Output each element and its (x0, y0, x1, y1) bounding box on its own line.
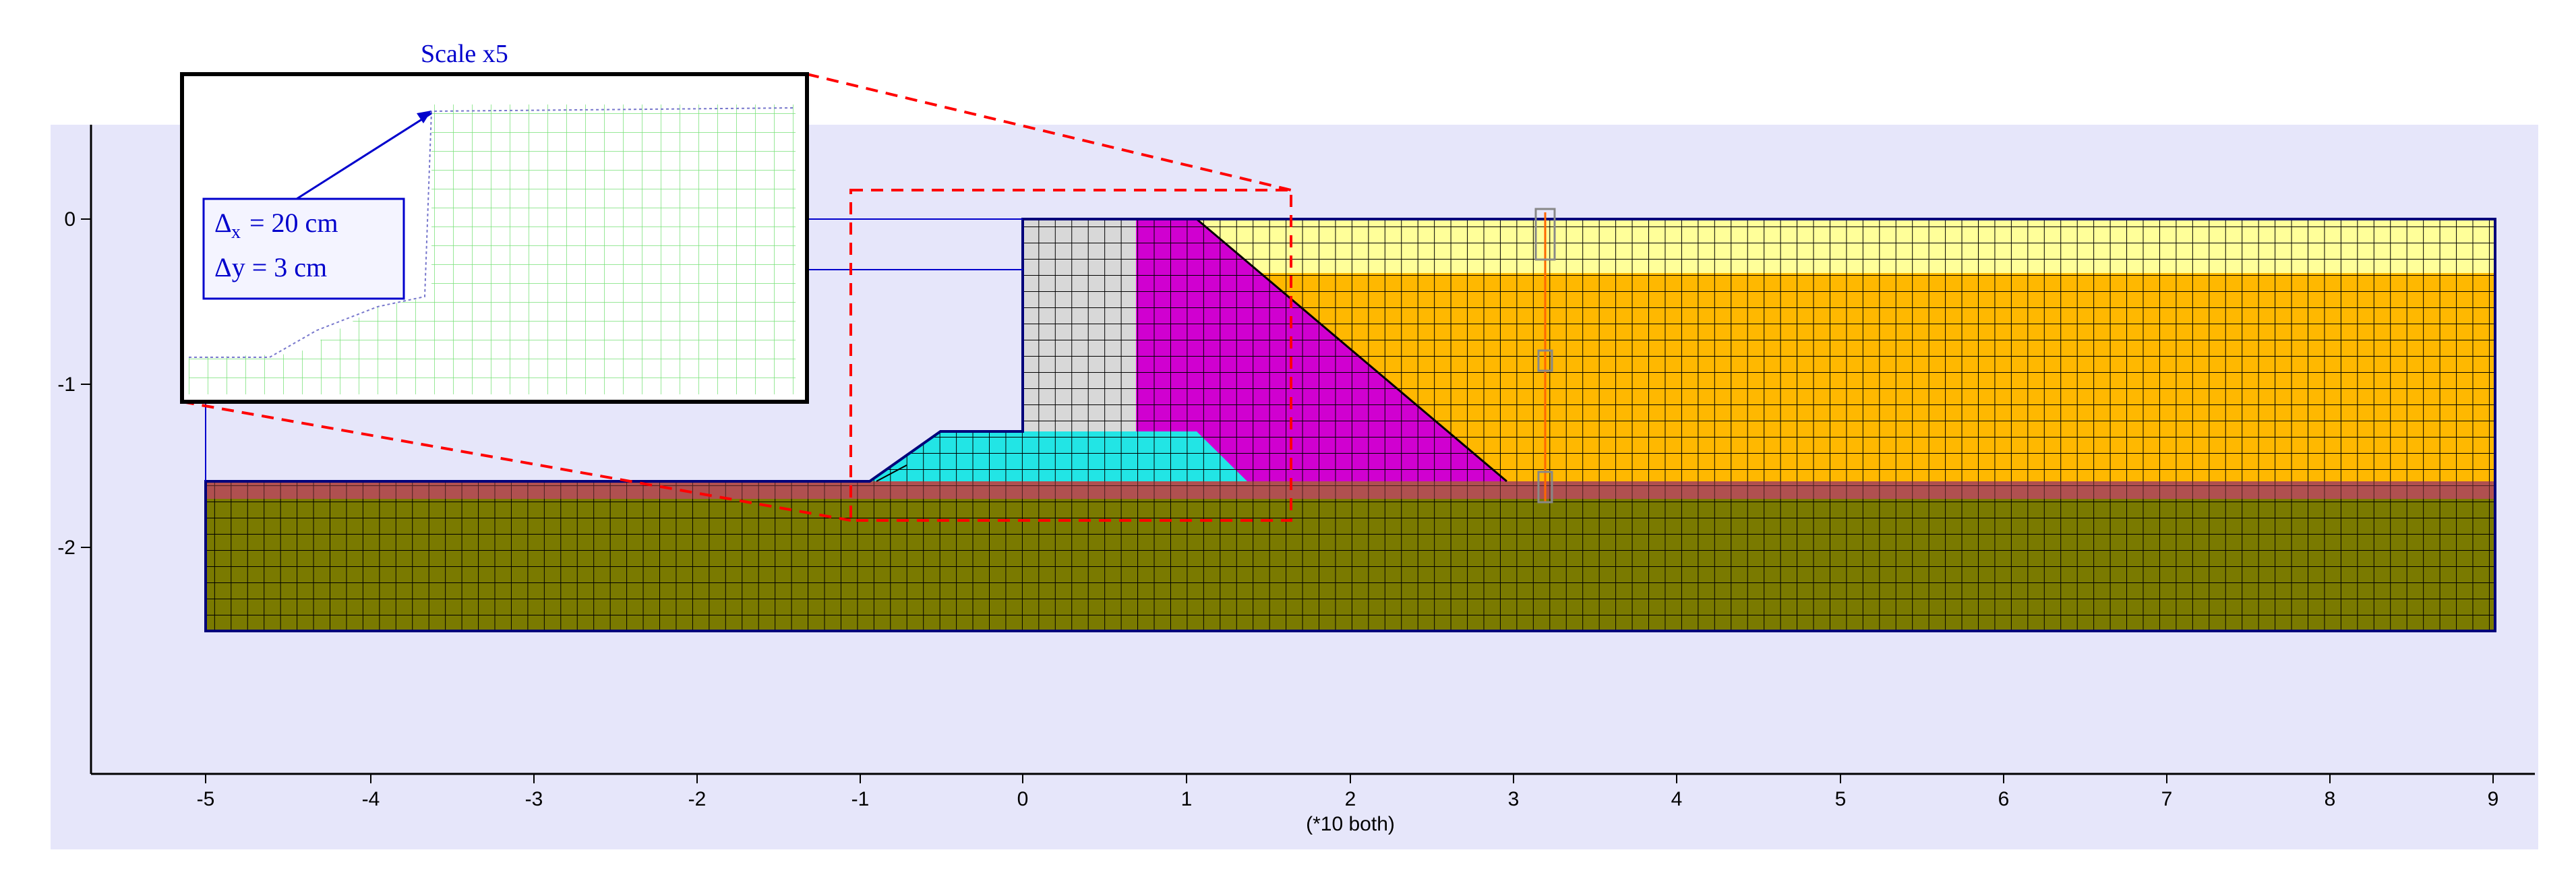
inset-displacement-box (202, 198, 405, 300)
x-axis-unit-note: (*10 both) (1306, 813, 1395, 835)
berm-front-slope (876, 464, 907, 482)
y-axis-ticks (81, 218, 91, 548)
x-tick-label: 9 (2488, 788, 2499, 810)
inset-delta-x-symbol: Δ (214, 208, 232, 238)
instrument-gauge-bottom (1537, 471, 1553, 504)
inset-delta-y-line: Δy = 3 cm (214, 252, 327, 282)
inset-fine-mesh-lower (189, 297, 431, 394)
x-tick-label: 6 (1998, 788, 2010, 810)
wedge-boundary (1196, 218, 1507, 483)
inset-deformed-surface (189, 107, 796, 358)
zoom-connector-bottom (181, 400, 851, 522)
foundation-mesh (206, 499, 2495, 631)
instrument-gauge-top (1534, 208, 1556, 261)
x-tick-label: 1 (1181, 788, 1193, 810)
toe-berm-mesh (870, 431, 1247, 481)
inset-arrowhead (417, 111, 431, 123)
y-tick-label: 0 (64, 208, 76, 231)
x-tick-label: 0 (1017, 788, 1029, 810)
instrument-gauge-mid (1537, 349, 1553, 372)
inset-delta-x-value: = 20 cm (243, 208, 338, 238)
x-tick-label: -4 (362, 788, 380, 810)
x-tick-label: 7 (2161, 788, 2173, 810)
wedge-mesh (1136, 219, 1507, 481)
thin-layer-mesh (206, 481, 2495, 499)
x-axis-ticks (205, 774, 2494, 783)
x-tick-label: 2 (1345, 788, 1356, 810)
x-tick-label: 4 (1671, 788, 1683, 810)
x-tick-label: -5 (197, 788, 215, 810)
zoom-region-box (849, 189, 1292, 522)
x-tick-label: -1 (851, 788, 870, 810)
x-tick-label: 8 (2325, 788, 2336, 810)
x-tick-label: 3 (1508, 788, 1520, 810)
inset-title: Scale x5 (421, 40, 508, 68)
backfill-top-mesh (1136, 219, 2495, 273)
x-tick-label: 5 (1835, 788, 1847, 810)
y-tick-label: -1 (57, 373, 76, 396)
inset-fine-mesh-upper (431, 104, 796, 394)
x-tick-label: -3 (525, 788, 543, 810)
inset-delta-x-subscript: x (231, 222, 241, 243)
model-outline (204, 218, 2496, 632)
x-tick-label: -2 (688, 788, 707, 810)
y-tick-label: -2 (57, 537, 76, 559)
inset-arrow (296, 112, 432, 200)
wall-mesh (1023, 219, 1136, 431)
zoom-connector-top (806, 73, 1292, 191)
